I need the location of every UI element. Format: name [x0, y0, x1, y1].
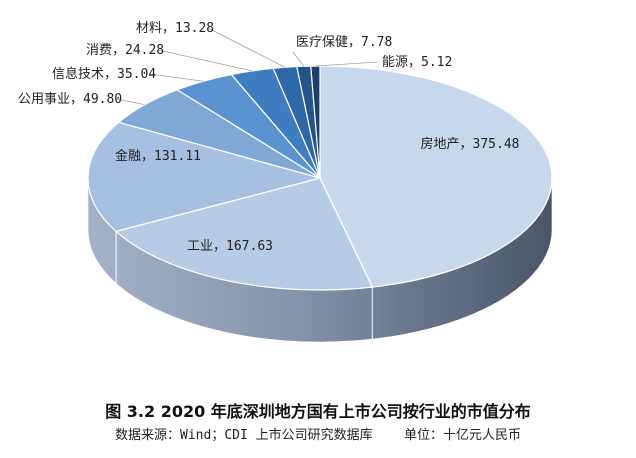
- slice-label-1: 工业，167.63: [187, 239, 273, 254]
- unit-text: 单位：十亿元人民币: [403, 428, 521, 443]
- slice-label-0: 房地产，375.48: [421, 136, 520, 152]
- slice-label-3: 公用事业，49.80: [18, 92, 122, 107]
- leader-line-3: [115, 98, 145, 106]
- leader-line-5: [157, 49, 253, 72]
- source-text: 数据来源：Wind；CDI 上市公司研究数据库: [115, 428, 373, 443]
- slice-label-8: 能源，5.12: [382, 55, 452, 70]
- slice-label-6: 材料，13.28: [136, 21, 214, 36]
- leader-line-7: [292, 51, 305, 67]
- slice-label-5: 消费，24.28: [86, 43, 164, 58]
- slice-label-7: 医疗保健，7.78: [296, 35, 392, 50]
- pie-slice-0: [319, 65, 553, 288]
- leader-line-4: [149, 73, 204, 82]
- pie-chart: 房地产，375.48 工业，167.63 金融，131.11 公用事业，49.80 信息…: [18, 21, 553, 343]
- leader-line-6: [207, 27, 286, 68]
- slice-label-4: 信息技术，35.04: [52, 66, 156, 82]
- chart-source: 数据来源：Wind；CDI 上市公司研究数据库 单位：十亿元人民币: [0, 424, 636, 443]
- slice-label-2: 金融，131.11: [115, 148, 201, 164]
- pie-slice-2: [87, 121, 323, 233]
- chart-title: 图 3.2 2020 年底深圳地方国有上市公司按行业的市值分布: [105, 402, 531, 421]
- pie-slice-1: [114, 177, 374, 291]
- leader-line-8: [315, 61, 379, 67]
